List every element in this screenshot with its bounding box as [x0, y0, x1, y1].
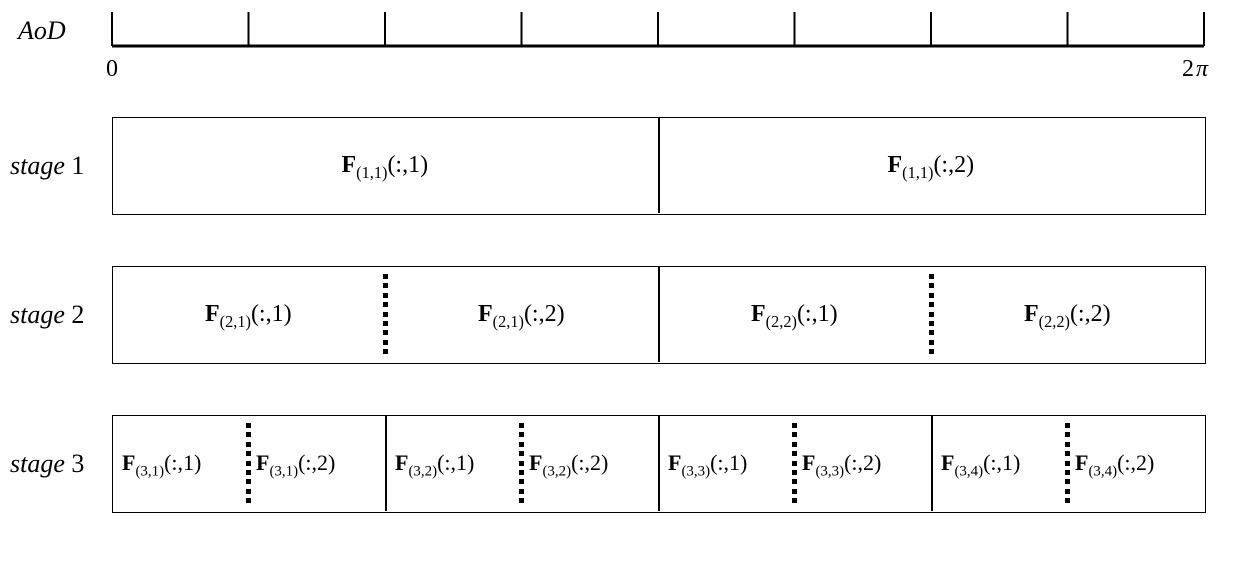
divider-solid: [658, 117, 660, 213]
axis-tick-start: 0: [106, 56, 118, 83]
cell-label: F(2,2)(:,1): [751, 302, 838, 326]
cell-label: F(3,4)(:,1): [941, 452, 1020, 474]
row-label: stage 3: [10, 449, 84, 479]
divider-solid: [658, 266, 660, 362]
divider-solid: [385, 415, 387, 511]
divider-dotted: [792, 423, 797, 503]
row-label: stage 1: [10, 151, 84, 181]
cell-label: F(3,1)(:,1): [122, 452, 201, 474]
divider-solid: [658, 415, 660, 511]
cell-label: F(1,1)(:,2): [888, 153, 975, 177]
cell-label: F(3,1)(:,2): [256, 452, 335, 474]
divider-dotted: [519, 423, 524, 503]
cell-label: F(2,1)(:,1): [205, 302, 292, 326]
cell-label: F(2,2)(:,2): [1024, 302, 1111, 326]
axis-tick-end: 2π: [1182, 56, 1208, 83]
cell-label: F(3,3)(:,2): [802, 452, 881, 474]
row-label: stage 2: [10, 300, 84, 330]
cell-label: F(2,1)(:,2): [478, 302, 565, 326]
cell-label: F(3,3)(:,1): [668, 452, 747, 474]
cell-label: F(3,2)(:,2): [529, 452, 608, 474]
axis: [0, 0, 1239, 120]
divider-dotted: [246, 423, 251, 503]
cell-label: F(3,4)(:,2): [1075, 452, 1154, 474]
divider-dotted: [383, 274, 388, 354]
diagram-canvas: AoD02πstage 1F(1,1)(:,1)F(1,1)(:,2)stage…: [0, 0, 1239, 570]
cell-label: F(3,2)(:,1): [395, 452, 474, 474]
divider-solid: [931, 415, 933, 511]
cell-label: F(1,1)(:,1): [342, 153, 429, 177]
divider-dotted: [929, 274, 934, 354]
divider-dotted: [1065, 423, 1070, 503]
